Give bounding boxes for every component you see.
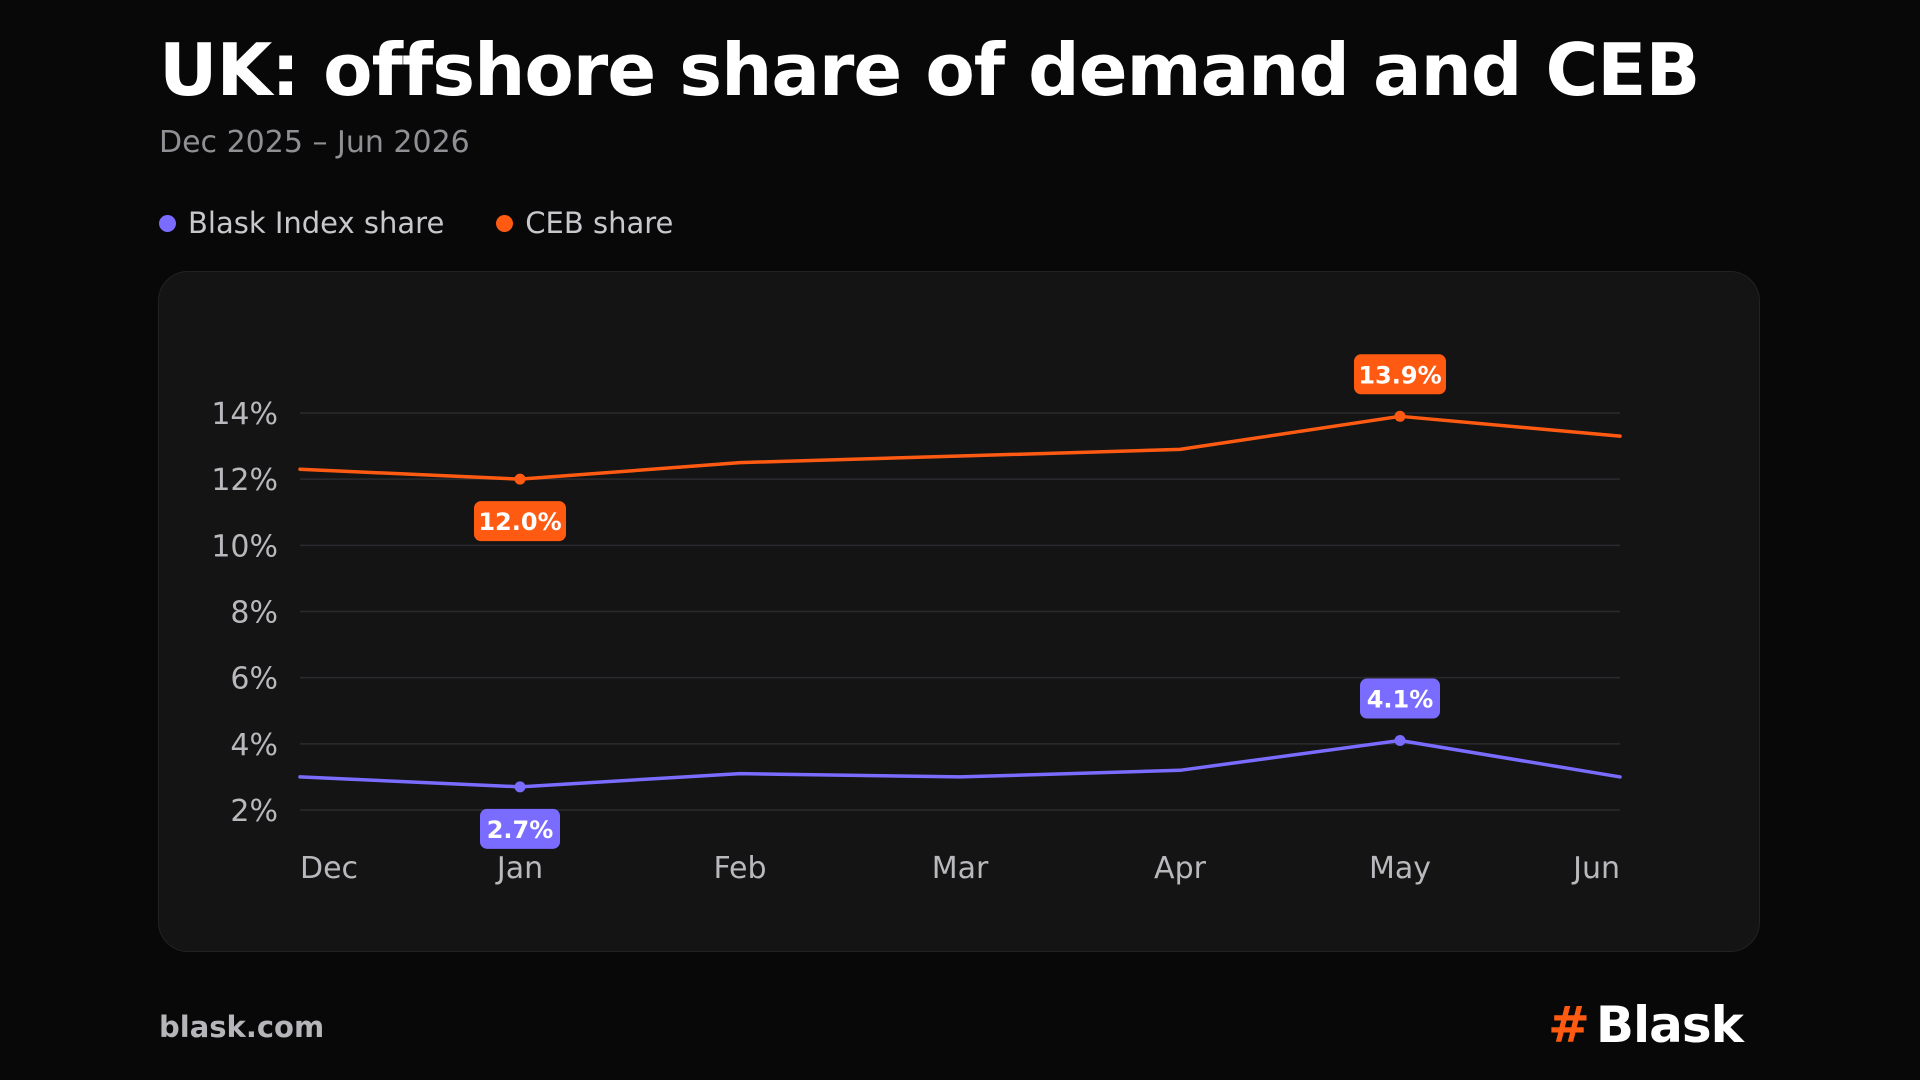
data-label: 13.9% — [1358, 361, 1441, 389]
legend-dot-ceb — [496, 214, 514, 232]
data-label: 2.7% — [487, 816, 554, 844]
data-label: 12.0% — [478, 508, 561, 536]
data-label: 4.1% — [1367, 686, 1434, 714]
highlight-point — [514, 781, 526, 793]
y-tick-label: 8% — [230, 596, 278, 631]
brand-name: Blask — [1595, 996, 1744, 1054]
x-tick-label: Dec — [300, 851, 358, 886]
highlight-point — [514, 473, 526, 485]
blask-logo: # Blask — [1548, 996, 1744, 1054]
x-tick-label: Apr — [1154, 851, 1207, 886]
x-tick-label: May — [1369, 851, 1431, 886]
legend-label-blask-index: Blask Index share — [188, 206, 445, 240]
highlight-point — [1394, 410, 1406, 422]
hash-logo-icon: # — [1548, 996, 1590, 1054]
legend-dot-blask-index — [159, 214, 176, 232]
page-title: UK: offshore share of demand and CEB — [159, 28, 1700, 112]
x-tick-label: Feb — [713, 851, 766, 886]
legend-label-ceb: CEB share — [525, 206, 674, 240]
y-tick-label: 14% — [211, 397, 278, 432]
y-tick-label: 12% — [211, 463, 278, 498]
data-label-badge — [1354, 354, 1446, 395]
x-tick-label: Jun — [1571, 851, 1620, 886]
footer-website-link[interactable]: blask.com — [159, 1010, 325, 1044]
chart-legend: Blask Index share CEB share — [159, 206, 673, 240]
y-tick-label: 10% — [211, 529, 278, 564]
y-tick-label: 2% — [230, 794, 278, 829]
y-tick-label: 4% — [230, 728, 278, 763]
data-label-badge — [474, 501, 566, 542]
highlight-point — [1394, 735, 1406, 747]
data-label-badge — [1360, 678, 1440, 719]
series-line — [298, 414, 1622, 481]
x-tick-label: Mar — [932, 851, 989, 886]
x-tick-label: Jan — [495, 851, 543, 886]
date-range-subtitle: Dec 2025 – Jun 2026 — [159, 125, 470, 160]
legend-item-blask-index: Blask Index share — [159, 206, 444, 240]
series-line — [298, 738, 1622, 789]
y-tick-label: 6% — [230, 662, 278, 697]
data-label-badge — [480, 808, 560, 849]
legend-item-ceb: CEB share — [496, 206, 673, 240]
